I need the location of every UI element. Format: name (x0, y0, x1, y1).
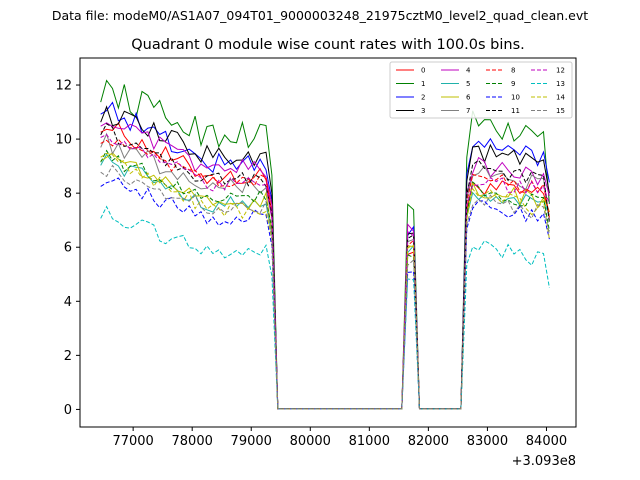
figure-suptitle: Data file: modeM0/AS1A07_094T01_90000032… (52, 8, 588, 23)
legend-label-8: 8 (511, 67, 515, 75)
x-axis: 77000 78000 79000 80000 81000 82000 83000 84000 (112, 427, 567, 449)
legend-label-12: 12 (556, 67, 565, 75)
x-tick-label: 82000 (408, 434, 449, 449)
x-axis-offset-label: +3.093e8 (512, 454, 576, 469)
legend-label-10: 10 (511, 94, 520, 102)
legend-label-2: 2 (421, 94, 425, 102)
x-tick-label: 80000 (290, 434, 331, 449)
chart-title: Quadrant 0 module wise count rates with … (131, 37, 525, 53)
legend-label-0: 0 (421, 67, 425, 75)
series-line-12 (100, 133, 550, 410)
legend-label-9: 9 (511, 80, 515, 88)
x-tick-label: 84000 (526, 434, 567, 449)
y-tick-label: 6 (64, 241, 72, 256)
legend-label-4: 4 (466, 67, 471, 75)
y-tick-label: 10 (55, 133, 72, 148)
legend-label-13: 13 (556, 80, 565, 88)
y-tick-label: 0 (64, 403, 72, 418)
series-line-15 (100, 164, 550, 410)
legend-box (389, 61, 573, 119)
axes-frame (79, 57, 577, 428)
y-tick-label: 2 (64, 349, 72, 364)
legend-label-11: 11 (511, 107, 520, 115)
legend-label-7: 7 (466, 107, 470, 115)
x-tick-label: 83000 (467, 434, 508, 449)
legend-label-1: 1 (421, 80, 425, 88)
x-tick-label: 78000 (172, 434, 213, 449)
y-tick-label: 12 (55, 79, 72, 94)
y-tick-label: 8 (64, 187, 72, 202)
legend-label-6: 6 (466, 94, 471, 102)
legend-label-15: 15 (556, 107, 565, 115)
y-tick-label: 4 (64, 295, 72, 310)
x-tick-label: 81000 (349, 434, 390, 449)
x-tick-label: 79000 (231, 434, 272, 449)
legend-label-5: 5 (466, 80, 470, 88)
legend-label-3: 3 (421, 107, 425, 115)
y-axis: 0 2 4 6 8 10 12 (55, 79, 80, 418)
x-tick-label: 77000 (112, 434, 153, 449)
series-layer (100, 79, 550, 410)
legend-label-14: 14 (556, 94, 565, 102)
series-line-13 (100, 205, 550, 410)
